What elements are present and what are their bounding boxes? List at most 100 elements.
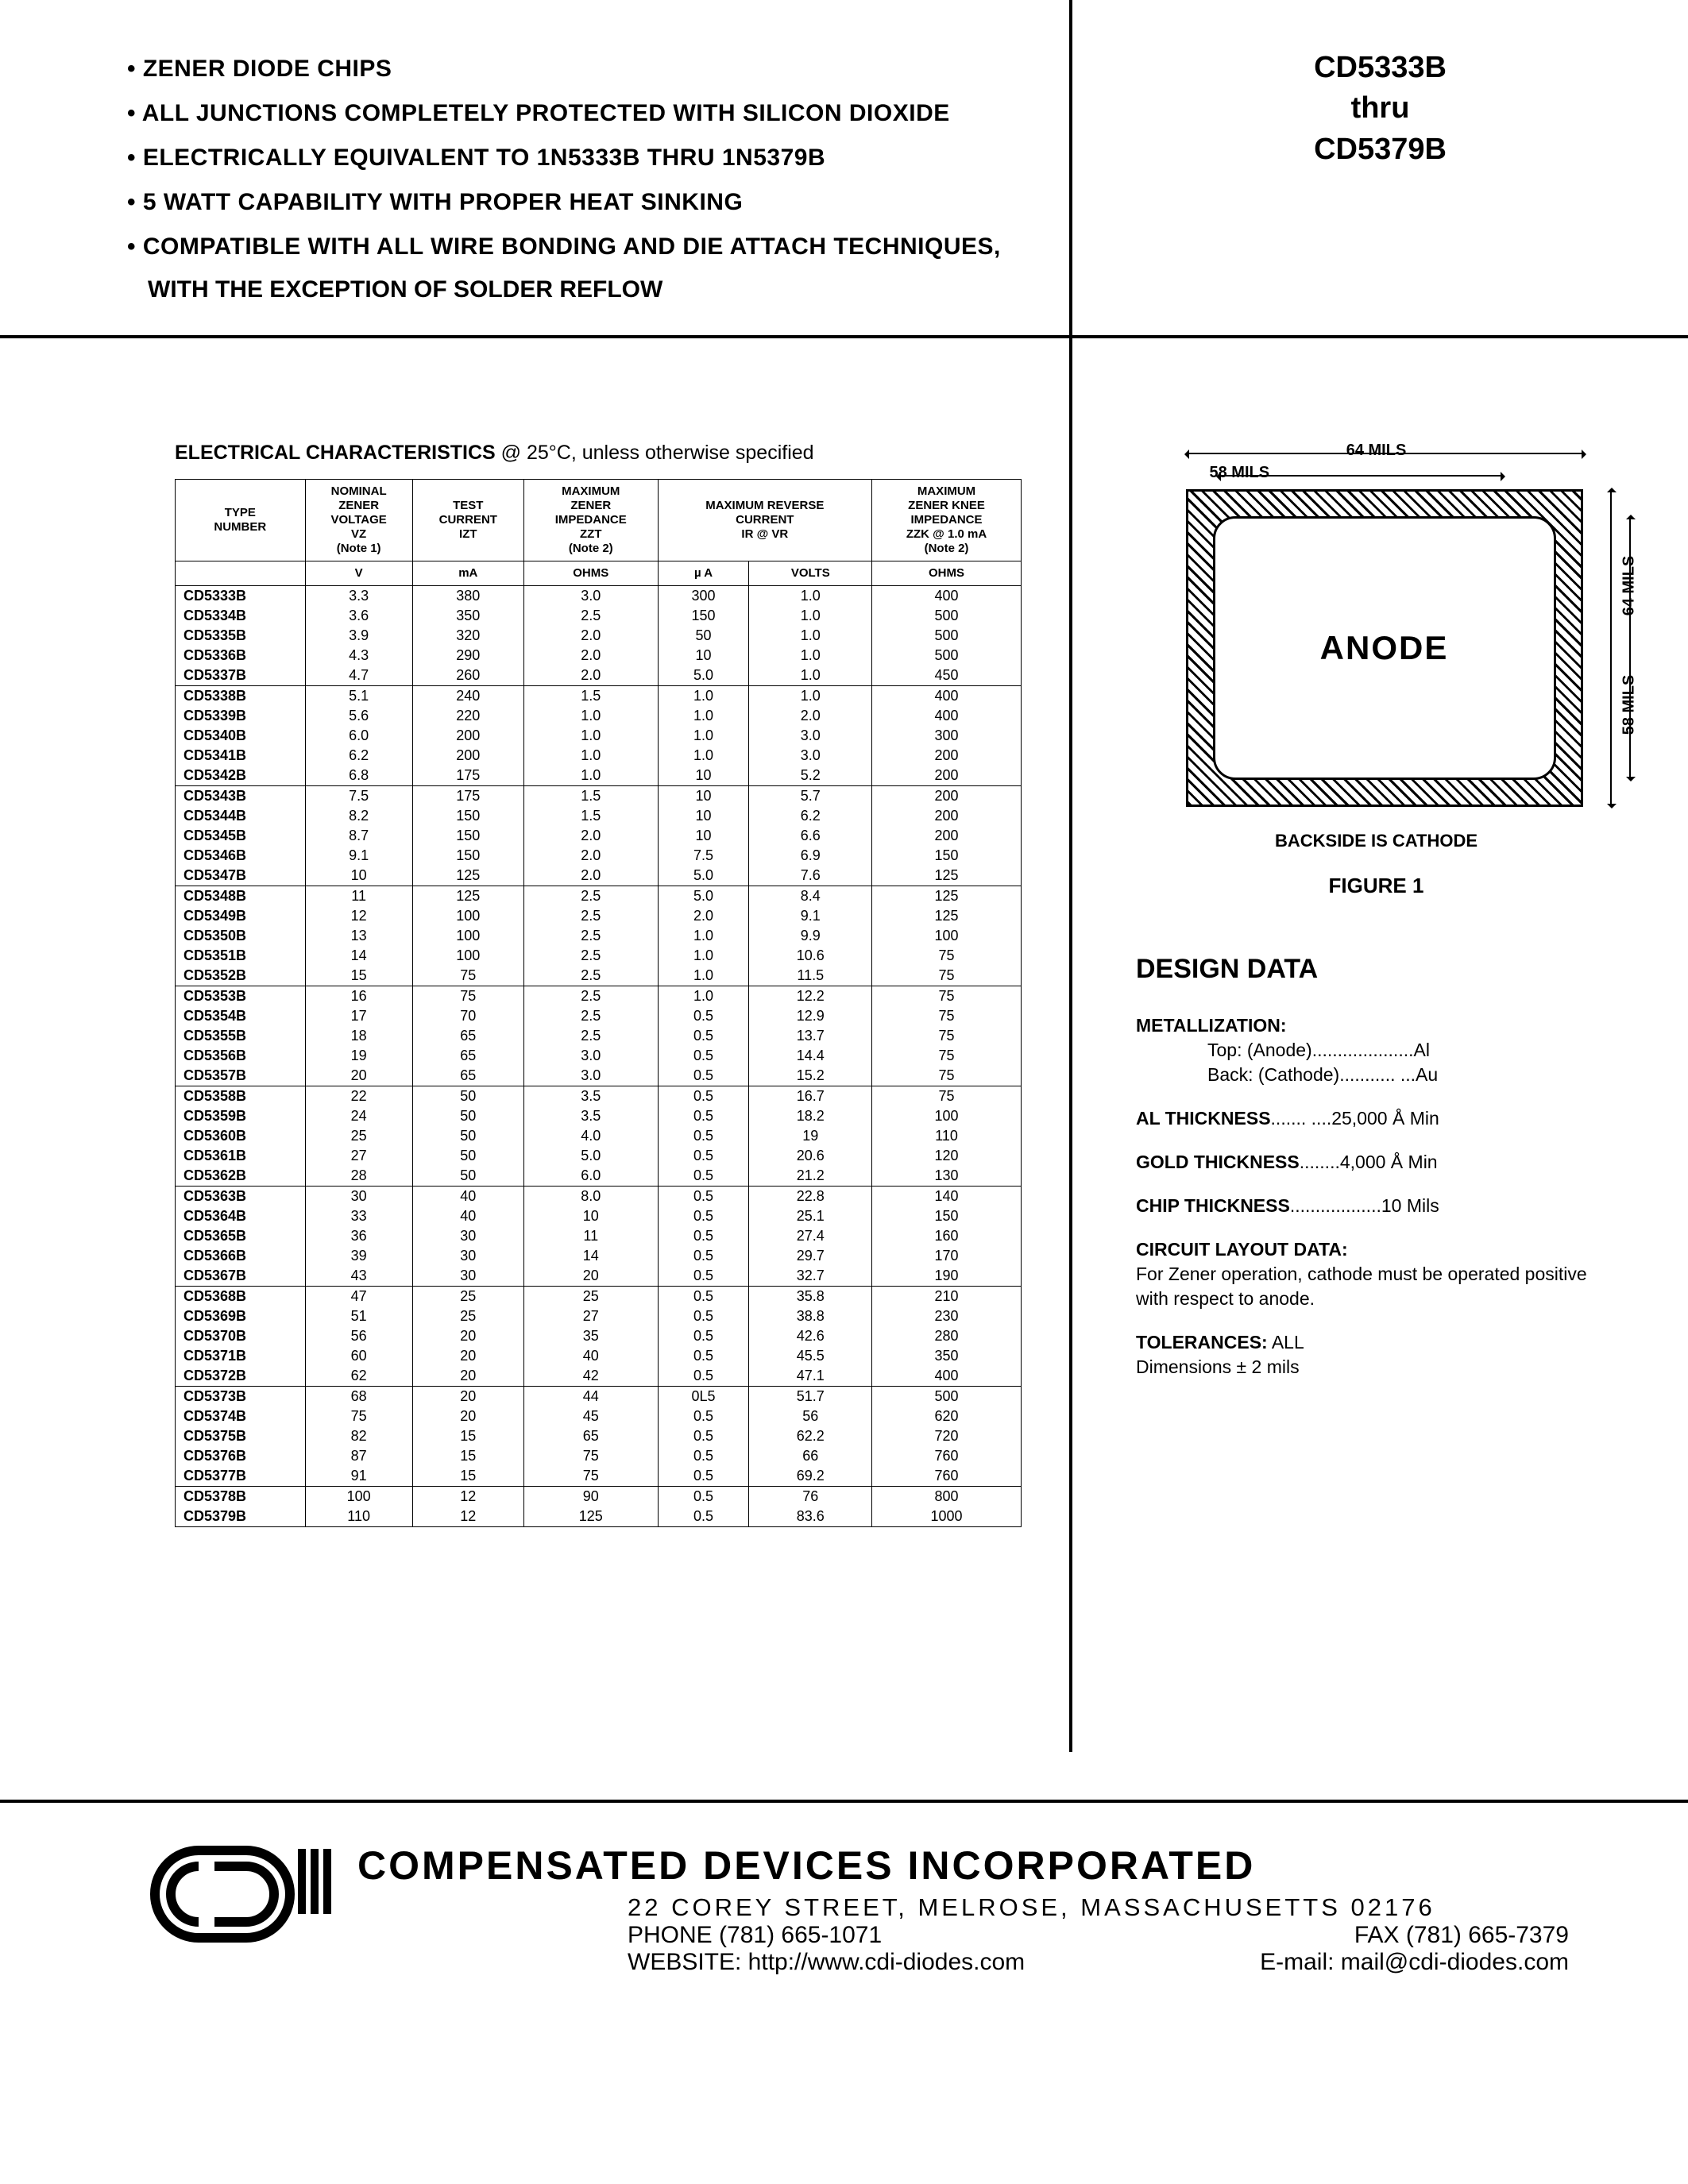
table-row: CD5374B7520450.556620 [176, 1406, 1022, 1426]
data-cell: 50 [412, 1086, 523, 1107]
type-number-cell: CD5377B [176, 1466, 306, 1487]
data-cell: 12.2 [749, 986, 872, 1007]
data-cell: 20 [412, 1346, 523, 1366]
data-cell: 1.0 [658, 706, 749, 726]
data-cell: 0.5 [658, 1306, 749, 1326]
data-cell: 0.5 [658, 1106, 749, 1126]
data-cell: 5.0 [658, 866, 749, 886]
data-cell: 7.5 [658, 846, 749, 866]
data-cell: 150 [412, 826, 523, 846]
table-row: CD5365B3630110.527.4160 [176, 1226, 1022, 1246]
data-cell: 40 [412, 1187, 523, 1207]
data-cell: 9.1 [749, 906, 872, 926]
data-cell: 17 [305, 1006, 412, 1026]
tolerances-dim: Dimensions ± 2 mils [1136, 1356, 1300, 1377]
data-cell: 12 [305, 906, 412, 926]
part-thru: thru [1072, 88, 1688, 129]
type-number-cell: CD5370B [176, 1326, 306, 1346]
data-cell: 300 [658, 586, 749, 607]
figure-title: FIGURE 1 [1136, 874, 1617, 898]
data-cell: 2.5 [523, 1006, 658, 1026]
data-cell: 51.7 [749, 1387, 872, 1407]
type-number-cell: CD5347B [176, 866, 306, 886]
data-cell: 110 [305, 1507, 412, 1527]
design-data: DESIGN DATA METALLIZATION: Top: (Anode).… [1136, 954, 1617, 1380]
type-number-cell: CD5334B [176, 606, 306, 626]
data-cell: 50 [412, 1126, 523, 1146]
data-cell: 5.2 [749, 766, 872, 786]
data-cell: 69.2 [749, 1466, 872, 1487]
data-cell: 90 [523, 1487, 658, 1507]
table-row: CD5346B9.11502.07.56.9150 [176, 846, 1022, 866]
feature-item: ZENER DIODE CHIPS [127, 56, 1037, 83]
table-row: CD5377B9115750.569.2760 [176, 1466, 1022, 1487]
type-number-cell: CD5342B [176, 766, 306, 786]
data-cell: 75 [872, 1026, 1022, 1046]
al-thickness-val: ....... ....25,000 Å Min [1271, 1108, 1439, 1129]
type-number-cell: CD5352B [176, 966, 306, 986]
type-number-cell: CD5353B [176, 986, 306, 1007]
data-cell: 66 [749, 1446, 872, 1466]
data-cell: 450 [872, 666, 1022, 686]
data-cell: 42 [523, 1366, 658, 1387]
data-cell: 400 [872, 586, 1022, 607]
data-cell: 2.5 [523, 606, 658, 626]
data-cell: 75 [872, 946, 1022, 966]
data-cell: 6.9 [749, 846, 872, 866]
data-cell: 2.5 [523, 906, 658, 926]
data-cell: 210 [872, 1287, 1022, 1307]
data-cell: 2.0 [749, 706, 872, 726]
data-cell: 300 [872, 726, 1022, 746]
part-to: CD5379B [1072, 129, 1688, 170]
data-cell: 15.2 [749, 1066, 872, 1086]
table-row: CD5360B25504.00.519110 [176, 1126, 1022, 1146]
part-number-box: CD5333B thru CD5379B [1072, 0, 1688, 335]
data-cell: 22.8 [749, 1187, 872, 1207]
data-cell: 1.0 [749, 646, 872, 666]
data-cell: 1.0 [658, 986, 749, 1007]
data-cell: 10 [658, 786, 749, 807]
data-cell: 36 [305, 1226, 412, 1246]
ec-title-rest: @ 25°C, unless otherwise specified [496, 442, 814, 464]
data-cell: 0.5 [658, 1046, 749, 1066]
table-row: CD5353B16752.51.012.275 [176, 986, 1022, 1007]
data-cell: 500 [872, 626, 1022, 646]
metal-back: Back: (Cathode)........... ...Au [1136, 1064, 1438, 1085]
data-cell: 1.0 [658, 686, 749, 707]
table-row: CD5338B5.12401.51.01.0400 [176, 686, 1022, 707]
data-cell: 400 [872, 706, 1022, 726]
data-cell: 1.0 [523, 746, 658, 766]
data-cell: 20 [412, 1326, 523, 1346]
data-cell: 15 [305, 966, 412, 986]
data-cell: 65 [412, 1026, 523, 1046]
data-cell: 75 [872, 1086, 1022, 1107]
data-cell: 1.0 [658, 966, 749, 986]
type-number-cell: CD5376B [176, 1446, 306, 1466]
data-cell: 56 [749, 1406, 872, 1426]
data-cell: 11 [523, 1226, 658, 1246]
ec-title-bold: ELECTRICAL CHARACTERISTICS [175, 442, 496, 464]
type-number-cell: CD5375B [176, 1426, 306, 1446]
table-row: CD5344B8.21501.5106.2200 [176, 806, 1022, 826]
chip-thickness-label: CHIP THICKNESS [1136, 1195, 1290, 1216]
data-cell: 0.5 [658, 1326, 749, 1346]
company-address: 22 COREY STREET, MELROSE, MASSACHUSETTS … [357, 1893, 1569, 1922]
type-number-cell: CD5373B [176, 1387, 306, 1407]
type-number-cell: CD5366B [176, 1246, 306, 1266]
data-cell: 21.2 [749, 1166, 872, 1187]
table-row: CD5366B3930140.529.7170 [176, 1246, 1022, 1266]
cdi-logo-icon [127, 1843, 342, 1946]
feature-item: ALL JUNCTIONS COMPLETELY PROTECTED WITH … [127, 100, 1037, 127]
table-row: CD5378B10012900.576800 [176, 1487, 1022, 1507]
data-cell: 3.0 [749, 746, 872, 766]
type-number-cell: CD5362B [176, 1166, 306, 1187]
data-cell: 3.0 [523, 1066, 658, 1086]
dim-width-outer: 64 MILS [1154, 442, 1599, 460]
data-cell: 62.2 [749, 1426, 872, 1446]
table-row: CD5356B19653.00.514.475 [176, 1046, 1022, 1066]
data-cell: 91 [305, 1466, 412, 1487]
data-cell: 1.5 [523, 686, 658, 707]
company-website: WEBSITE: http://www.cdi-diodes.com [628, 1949, 1025, 1976]
data-cell: 0.5 [658, 1126, 749, 1146]
data-cell: 10.6 [749, 946, 872, 966]
